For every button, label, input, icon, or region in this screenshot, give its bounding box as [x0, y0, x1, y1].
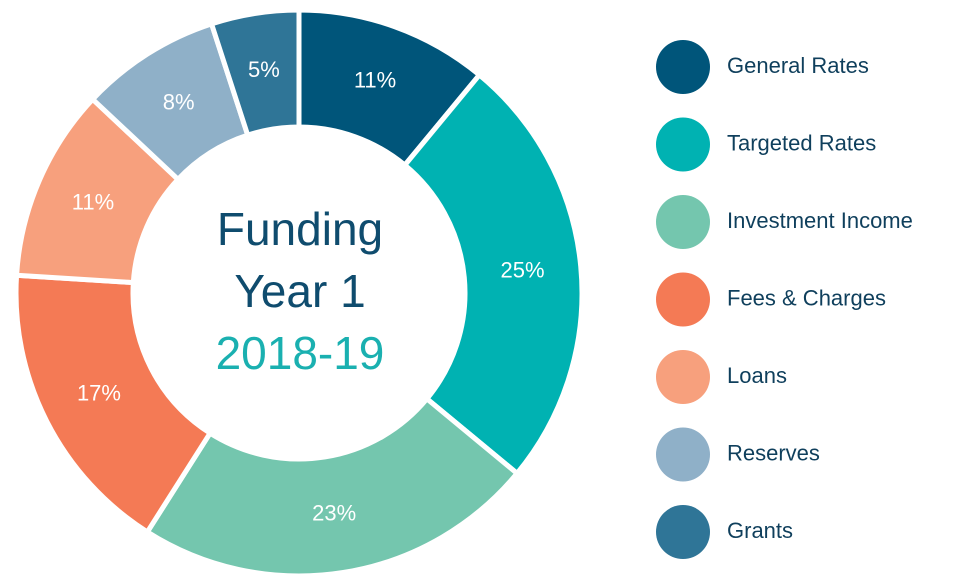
center-title-line-2: Year 1 — [234, 265, 365, 317]
donut-segment — [143, 395, 521, 579]
legend-label: Grants — [727, 518, 793, 543]
legend-swatch — [656, 195, 710, 249]
data-label: 8% — [163, 89, 195, 114]
donut-segment — [13, 272, 214, 536]
donut-segment — [401, 71, 585, 477]
data-label: 11% — [72, 190, 114, 215]
legend-swatch — [656, 117, 710, 172]
legend-label: Fees & Charges — [727, 285, 886, 310]
legend-label: Investment Income — [727, 208, 913, 233]
data-label: 11% — [354, 68, 396, 93]
center-title-line-1: Funding — [217, 203, 383, 255]
legend-label: Reserves — [727, 440, 820, 465]
legend-swatch — [656, 350, 710, 404]
center-subtitle: 2018-19 — [216, 327, 385, 379]
donut-segment — [208, 7, 302, 139]
data-label: 23% — [312, 501, 356, 526]
data-label: 5% — [248, 57, 280, 82]
legend-swatch — [656, 505, 710, 559]
legend-swatch — [656, 427, 710, 482]
data-label: 17% — [77, 381, 121, 406]
legend-label: Loans — [727, 363, 787, 388]
data-label: 25% — [500, 258, 544, 283]
legend-swatch — [656, 40, 710, 94]
legend-label: General Rates — [727, 53, 869, 78]
legend-label: Targeted Rates — [727, 130, 876, 155]
legend-swatch — [656, 272, 710, 327]
